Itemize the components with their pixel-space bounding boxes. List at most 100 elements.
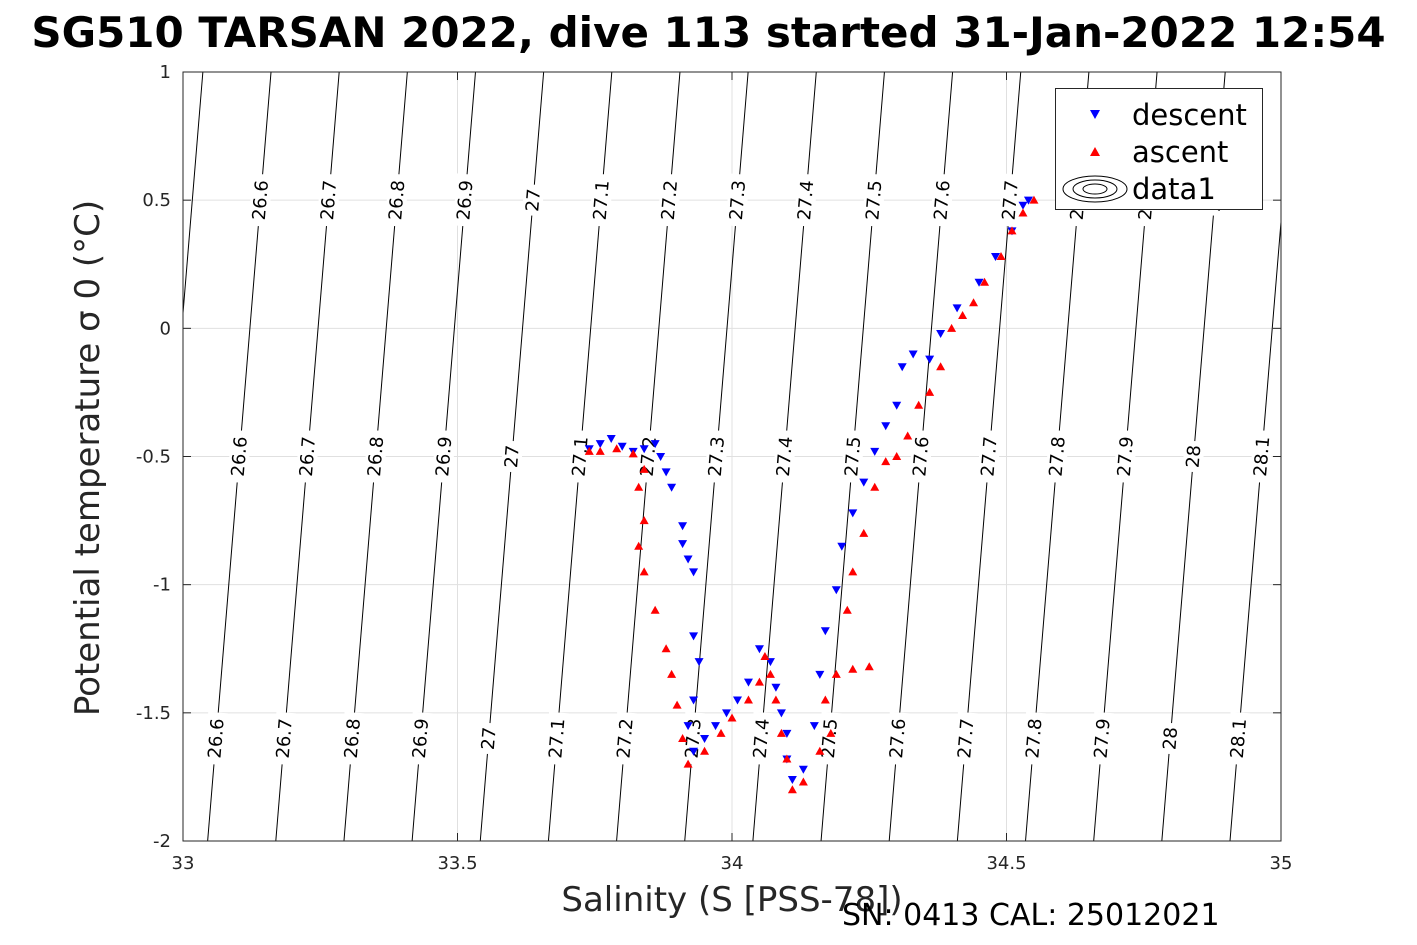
contour-icon [1062,175,1128,203]
isopycnal-label: 27.2 [657,173,682,227]
svg-text:26.7: 26.7 [296,436,320,478]
x-tick-label: 35 [1270,853,1293,874]
ascent-point [996,252,1006,261]
ascent-point [815,746,825,755]
svg-text:27.6: 27.6 [909,436,933,478]
descent-point [732,696,742,705]
descent-point [1018,201,1028,210]
descent-point [782,729,792,738]
descent-point [678,540,688,549]
isopycnal-label: 27.8 [1021,711,1047,766]
descent-point [754,645,764,654]
chart-title: SG510 TARSAN 2022, dive 113 started 31-J… [31,8,1386,57]
ascent-point [936,362,946,371]
descent-point [650,440,660,449]
descent-point [952,304,962,313]
y-tick-label: 0 [160,318,171,339]
isopycnal-label: 27.1 [544,711,569,766]
descent-point [689,568,699,577]
ascent-point [760,651,770,660]
svg-text:26.6: 26.6 [228,436,252,478]
svg-text:26.9: 26.9 [409,718,433,760]
descent-point [667,483,677,492]
legend-label-ascent: ascent [1132,135,1229,169]
isopycnal-label: 27.6 [885,711,910,766]
isopycnal-label: 27 [477,722,501,755]
y-tick-label: -1 [153,575,171,596]
ascent-point [771,695,781,704]
ascent-point [782,754,792,763]
ascent-point [881,457,891,466]
svg-text:26.6: 26.6 [249,179,273,221]
ascent-point [678,733,688,742]
descent-point [678,522,688,531]
svg-text:26.8: 26.8 [341,718,365,760]
svg-text:27.8: 27.8 [1022,718,1046,760]
descent-point [595,440,605,449]
y-tick-label: 1 [160,62,171,83]
ascent-point [716,728,726,737]
descent-point [689,696,699,705]
isopycnal-label: 27 [500,440,524,473]
isopycnal-label: 26.7 [295,429,320,484]
svg-text:27: 27 [478,726,501,751]
x-tick-label: 33 [172,853,195,874]
svg-text:26.8: 26.8 [364,436,388,478]
isopycnal-label: 27.5 [840,429,865,484]
svg-text:28: 28 [1183,444,1206,469]
isopycnal-label: 27.6 [908,429,934,484]
isopycnal-label: 27.2 [636,429,661,484]
isopycnal-label: 26.7 [316,173,341,227]
svg-text:27.4: 27.4 [750,718,774,760]
ascent-point [947,323,957,332]
svg-text:27.1: 27.1 [569,436,593,478]
ascent-point [650,605,660,614]
svg-text:27.7: 27.7 [999,179,1023,221]
descent-point [798,765,808,774]
svg-text:27.4: 27.4 [773,436,797,478]
svg-text:26.7: 26.7 [317,179,341,221]
ascent-point [826,728,836,737]
isopycnal-label: 28 [1159,722,1182,755]
svg-text:27.2: 27.2 [613,718,637,760]
ascent-point [743,695,753,704]
isopycnal-label: 27.4 [749,711,774,766]
ascent-point [980,277,990,286]
descent-point [787,775,797,784]
data-points [584,195,1039,794]
isopycnal-label: 27.3 [725,173,750,227]
ascent-point [634,541,644,550]
ascent-point [1018,208,1028,217]
legend-label-descent: descent [1132,98,1247,132]
svg-text:27.3: 27.3 [705,436,729,478]
isopycnal-label: 28.1 [1249,429,1274,484]
legend-item-ascent: ascent [1056,132,1262,170]
svg-text:27.9: 27.9 [1114,436,1138,478]
svg-text:27.8: 27.8 [1046,436,1070,478]
y-axis-label: Potential temperature σ 0 (°C) [68,199,108,717]
ascent-point [925,387,935,396]
svg-text:26.6: 26.6 [204,718,228,760]
descent-point [892,401,902,410]
descent-point [809,722,819,731]
descent-point [974,278,984,287]
legend-item-descent: descent [1056,95,1262,133]
isopycnal-label: 27.7 [953,711,978,766]
isopycnal-label: 26.6 [227,429,252,484]
svg-text:27.3: 27.3 [726,179,750,221]
ascent-point [848,664,858,673]
svg-text:28.1: 28.1 [1250,436,1274,478]
descent-point [661,468,671,477]
descent-point [848,509,858,518]
ascent-point [661,644,671,653]
descent-point [837,542,847,551]
isopycnal-label: 26.9 [431,429,456,484]
ascent-point [595,446,605,455]
ascent-point [892,452,902,460]
y-tick-label: -0.5 [136,447,171,468]
isopycnal-label: 26.9 [408,711,433,766]
descent-point [897,363,907,372]
svg-text:28.1: 28.1 [1227,718,1251,760]
ascent-point [1029,195,1039,204]
isopycnal-label: 27.6 [929,173,955,227]
